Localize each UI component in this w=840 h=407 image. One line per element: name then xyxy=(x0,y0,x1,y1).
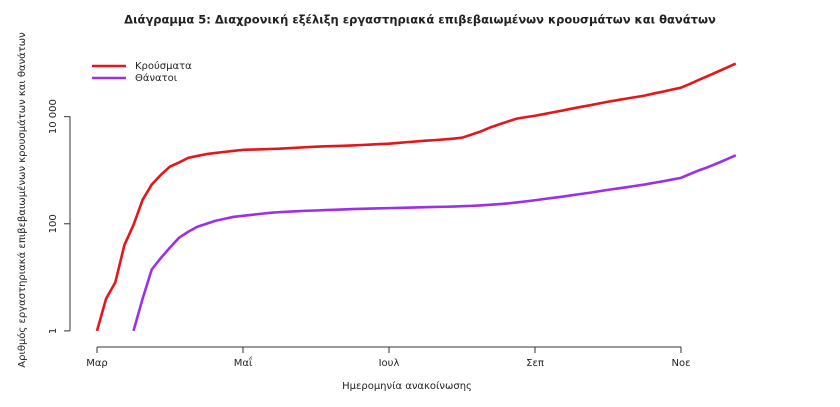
y-tick-label: 1 xyxy=(48,328,59,334)
x-tick-label: Σεπ xyxy=(526,358,544,369)
chart-title: Διάγραμμα 5: Διαχρονική εξέλιξη εργαστηρ… xyxy=(124,13,716,27)
series-line xyxy=(95,62,737,332)
x-tick-label: Μαΐ xyxy=(234,355,253,369)
y-axis-label: Αριθμός εργαστηριακά επιβεβαιωμένων κρου… xyxy=(16,32,28,368)
x-tick-label: Νοε xyxy=(671,358,690,369)
x-axis-label: Ημερομηνία ανακοίνωσης xyxy=(342,380,472,392)
legend-label: Κρούσματα xyxy=(135,60,192,72)
series-line xyxy=(132,154,737,332)
y-tick-label: 100 xyxy=(48,214,59,233)
legend-label: Θάνατοι xyxy=(135,72,178,84)
x-tick-label: Μαρ xyxy=(86,358,108,369)
y-tick-label: 10 000 xyxy=(48,99,59,134)
x-tick-label: Ιουλ xyxy=(379,358,400,369)
